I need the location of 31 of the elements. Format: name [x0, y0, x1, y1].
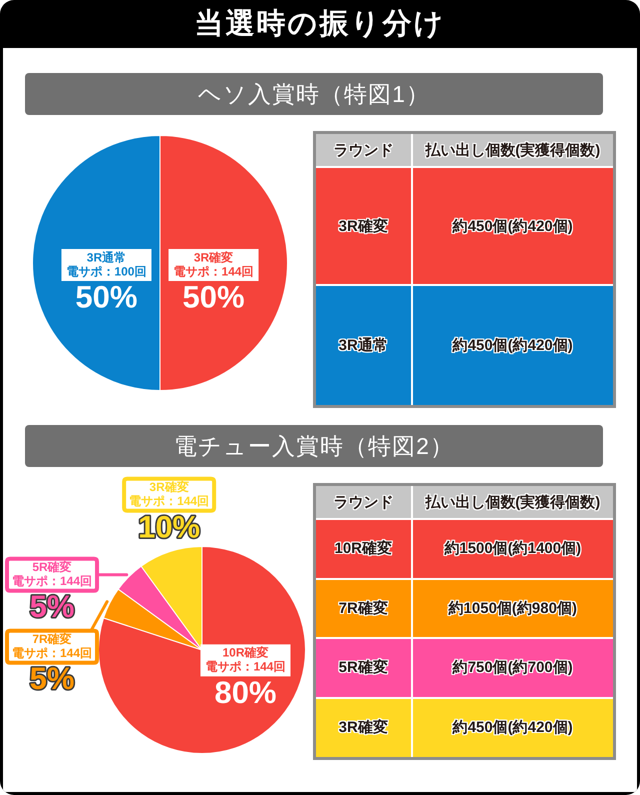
text: 約450個(約420個) — [452, 337, 573, 354]
text: 約450個(約420個) — [452, 218, 573, 235]
slice-label: 7R確変電サポ：144回 — [12, 632, 92, 660]
data-label: 50% — [182, 280, 245, 315]
text: 約750個(約700個) — [452, 659, 573, 676]
text: 5R確変 — [338, 659, 388, 676]
category-label: 払い出し個数(実獲得個数) — [412, 132, 614, 167]
category-label: 払い出し個数(実獲得個数) — [412, 484, 614, 519]
slice-label: 5R確変電サポ：144回 — [12, 560, 92, 588]
data-label: 10% — [138, 509, 200, 544]
data-label: 80% — [214, 674, 276, 710]
slice-label: 10R確変電サポ：144回 — [205, 646, 286, 674]
category-label: ラウンド — [314, 484, 412, 519]
category-label: ラウンド — [314, 132, 412, 167]
text: 3R通常 — [338, 337, 388, 354]
slice-label: 3R通常電サポ：100回 — [66, 250, 146, 278]
text: 当選時の振り分け — [194, 7, 446, 42]
text: 3R確変 — [338, 719, 388, 736]
text: 3R確変 — [338, 218, 388, 235]
data-label: 50% — [75, 280, 138, 315]
chart-title: ヘソ入賞時（特図1） — [25, 73, 603, 115]
slice-label: 3R確変電サポ：144回 — [174, 250, 254, 278]
text: 約450個(約420個) — [452, 719, 573, 736]
data-label: 5% — [30, 661, 74, 696]
text: 約1500個(約1400個) — [444, 540, 582, 558]
text: 7R確変 — [338, 600, 388, 617]
chart-title: 電チュー入賞時（特図2） — [25, 425, 603, 467]
data-label: 5% — [30, 589, 74, 624]
text: 約1050個(約980個) — [448, 600, 577, 617]
text: 10R確変 — [334, 540, 392, 558]
slice-label: 3R確変電サポ：144回 — [129, 480, 210, 508]
